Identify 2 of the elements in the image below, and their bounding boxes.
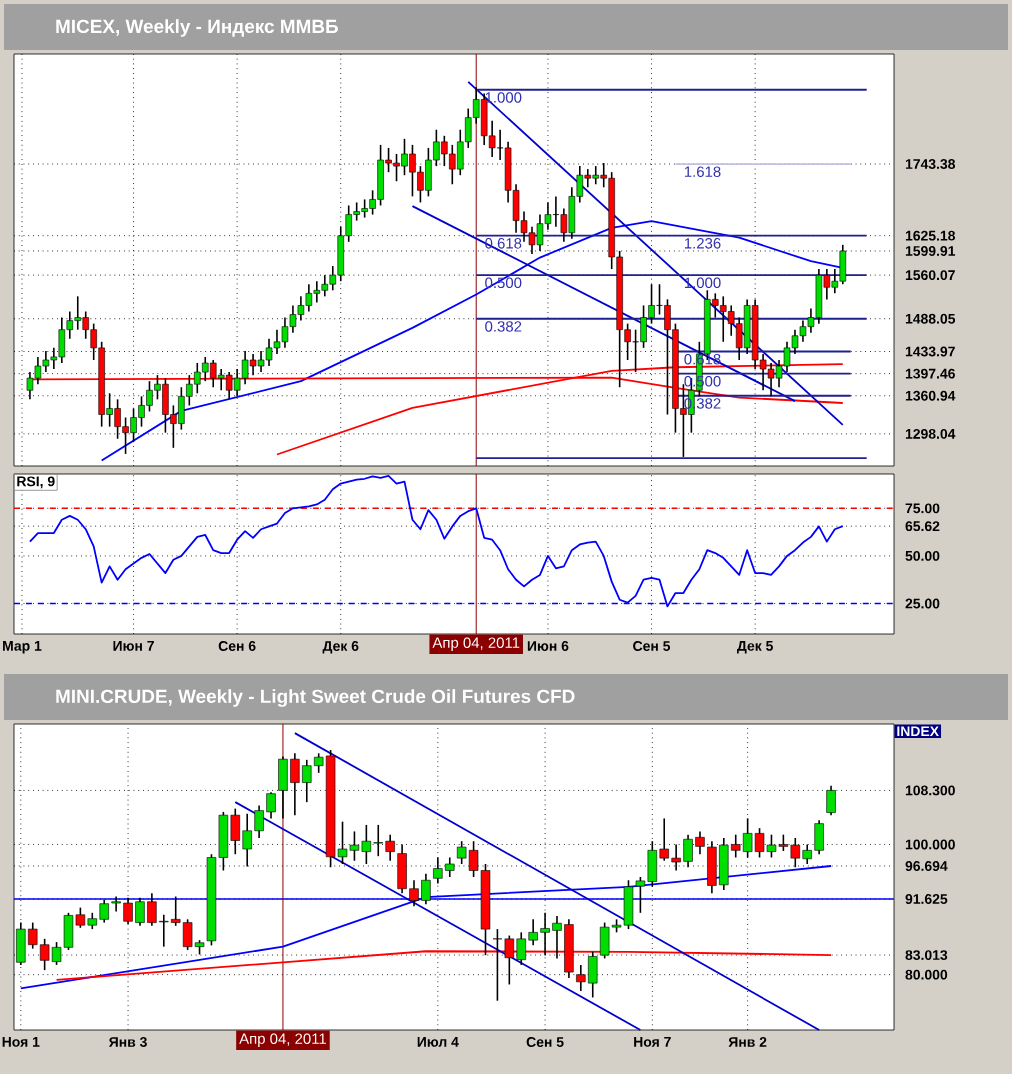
chart-title: MINI.CRUDE, Weekly - Light Sweet Crude Oil Futures CFD [56, 689, 575, 707]
chart-title: MICEX, Weekly - Индекс ММВБ [56, 19, 338, 37]
